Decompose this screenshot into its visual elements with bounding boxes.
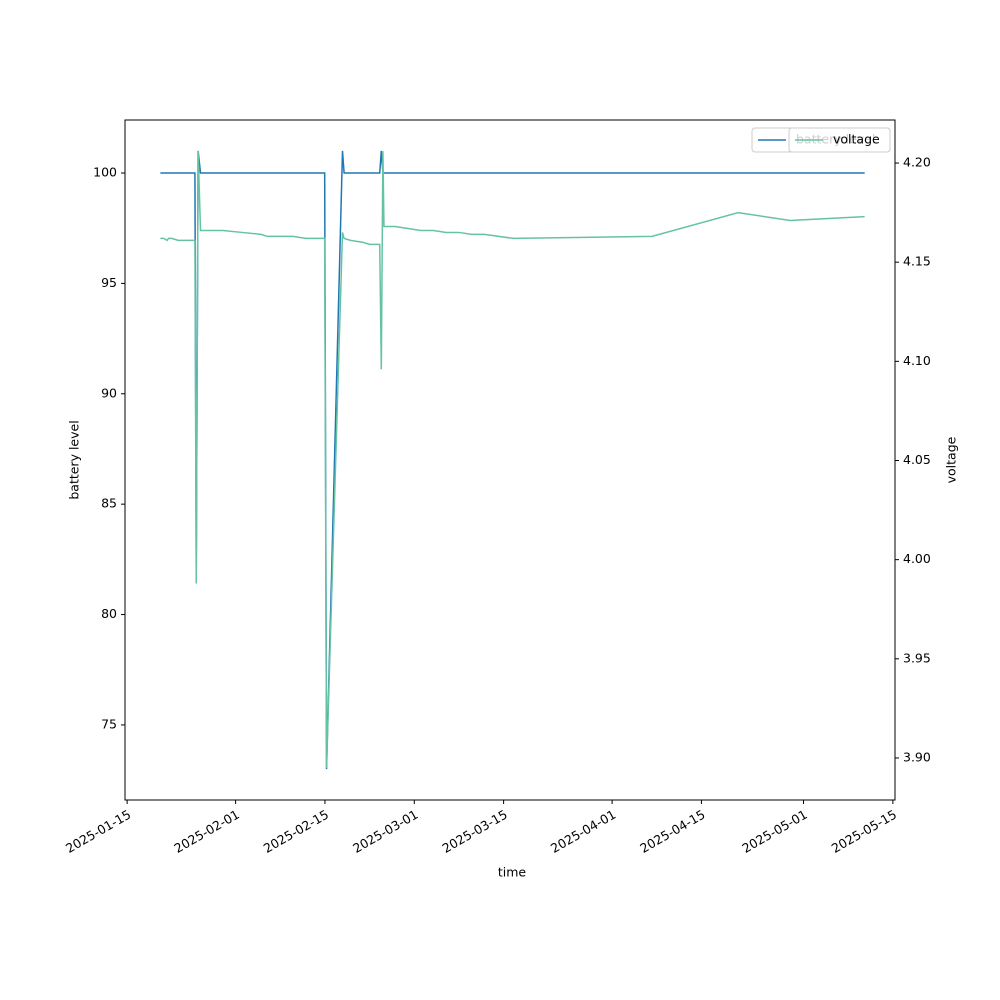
y-tick-label: 85 <box>101 496 117 511</box>
y2-axis-label: voltage <box>944 436 959 483</box>
y2-tick-label: 4.10 <box>903 353 931 368</box>
x-tick-label: 2025-04-01 <box>548 807 618 856</box>
x-tick-label: 2025-02-15 <box>261 807 331 856</box>
legend-label: voltage <box>833 132 880 147</box>
y-tick-label: 80 <box>101 606 117 621</box>
x-tick-label: 2025-03-15 <box>439 807 509 856</box>
x-tick-label: 2025-01-15 <box>63 807 133 856</box>
legend-box <box>788 127 891 153</box>
y2-tick-label: 3.90 <box>903 749 931 764</box>
x-tick-label: 2025-02-01 <box>171 807 241 856</box>
y-axis-label: battery level <box>67 420 82 499</box>
line <box>160 150 865 770</box>
plot-frame <box>124 119 896 801</box>
y2-tick-label: 4.00 <box>903 551 931 566</box>
x-tick-label: 2025-03-01 <box>350 807 420 856</box>
line <box>160 151 865 768</box>
x-tick-label: 2025-05-01 <box>739 807 809 856</box>
x-tick-label: 2025-04-15 <box>637 807 707 856</box>
x-axis-label: time <box>498 865 527 880</box>
y-tick-label: 95 <box>101 275 117 290</box>
y2-tick-label: 3.95 <box>903 650 931 665</box>
y-tick-label: 90 <box>101 385 117 400</box>
y-tick-label: 75 <box>101 716 117 731</box>
y2-tick-label: 4.15 <box>903 254 931 269</box>
x-tick-label: 2025-05-15 <box>829 807 899 856</box>
y2-tick-label: 4.05 <box>903 452 931 467</box>
y-tick-label: 100 <box>93 164 117 179</box>
y2-tick-label: 4.20 <box>903 155 931 170</box>
